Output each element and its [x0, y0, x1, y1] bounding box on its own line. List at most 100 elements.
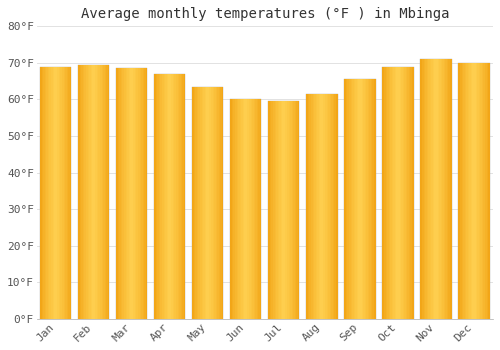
Bar	[141, 68, 142, 319]
Bar	[203, 87, 204, 319]
Bar	[398, 66, 400, 319]
Bar	[349, 79, 350, 319]
Bar	[344, 79, 346, 319]
Bar	[348, 79, 349, 319]
Bar	[126, 68, 127, 319]
Bar	[356, 79, 357, 319]
Bar	[324, 94, 325, 319]
Bar	[100, 65, 102, 319]
Bar	[132, 68, 134, 319]
Bar	[382, 66, 414, 319]
Bar	[66, 66, 68, 319]
Bar	[484, 63, 485, 319]
Bar	[200, 87, 202, 319]
Bar	[196, 87, 197, 319]
Bar	[318, 94, 319, 319]
Bar	[164, 74, 165, 319]
Bar	[362, 79, 363, 319]
Bar	[206, 87, 208, 319]
Bar	[250, 99, 252, 319]
Bar	[173, 74, 174, 319]
Bar	[178, 74, 179, 319]
Bar	[92, 65, 94, 319]
Bar	[56, 66, 58, 319]
Bar	[332, 94, 333, 319]
Bar	[170, 74, 172, 319]
Bar	[388, 66, 390, 319]
Bar	[146, 68, 148, 319]
Bar	[165, 74, 166, 319]
Bar	[368, 79, 370, 319]
Bar	[446, 59, 447, 319]
Bar	[94, 65, 96, 319]
Bar	[425, 59, 426, 319]
Bar	[290, 101, 292, 319]
Bar	[298, 101, 300, 319]
Bar	[344, 79, 376, 319]
Bar	[463, 63, 464, 319]
Bar	[258, 99, 260, 319]
Bar	[244, 99, 246, 319]
Bar	[295, 101, 296, 319]
Bar	[80, 65, 82, 319]
Bar	[486, 63, 488, 319]
Bar	[204, 87, 206, 319]
Bar	[120, 68, 121, 319]
Bar	[476, 63, 477, 319]
Bar	[401, 66, 402, 319]
Bar	[249, 99, 250, 319]
Bar	[408, 66, 409, 319]
Bar	[40, 66, 42, 319]
Bar	[330, 94, 332, 319]
Bar	[364, 79, 366, 319]
Bar	[78, 65, 80, 319]
Bar	[333, 94, 334, 319]
Bar	[59, 66, 60, 319]
Bar	[202, 87, 203, 319]
Bar	[243, 99, 244, 319]
Bar	[212, 87, 214, 319]
Bar	[430, 59, 432, 319]
Bar	[426, 59, 428, 319]
Bar	[328, 94, 330, 319]
Bar	[272, 101, 273, 319]
Bar	[65, 66, 66, 319]
Bar	[45, 66, 46, 319]
Bar	[136, 68, 138, 319]
Bar	[210, 87, 211, 319]
Bar	[89, 65, 90, 319]
Bar	[97, 65, 98, 319]
Bar	[184, 74, 186, 319]
Bar	[211, 87, 212, 319]
Bar	[292, 101, 294, 319]
Bar	[450, 59, 452, 319]
Bar	[276, 101, 278, 319]
Bar	[422, 59, 424, 319]
Bar	[306, 94, 338, 319]
Bar	[154, 74, 186, 319]
Bar	[128, 68, 130, 319]
Bar	[371, 79, 372, 319]
Bar	[268, 101, 300, 319]
Bar	[358, 79, 360, 319]
Bar	[352, 79, 354, 319]
Bar	[102, 65, 103, 319]
Bar	[106, 65, 108, 319]
Bar	[230, 99, 232, 319]
Bar	[234, 99, 235, 319]
Bar	[166, 74, 168, 319]
Bar	[274, 101, 276, 319]
Bar	[474, 63, 476, 319]
Bar	[382, 66, 384, 319]
Bar	[144, 68, 146, 319]
Bar	[88, 65, 89, 319]
Bar	[464, 63, 466, 319]
Bar	[279, 101, 281, 319]
Bar	[468, 63, 469, 319]
Bar	[268, 101, 270, 319]
Bar	[308, 94, 310, 319]
Bar	[260, 99, 262, 319]
Bar	[363, 79, 364, 319]
Bar	[40, 66, 72, 319]
Bar	[54, 66, 56, 319]
